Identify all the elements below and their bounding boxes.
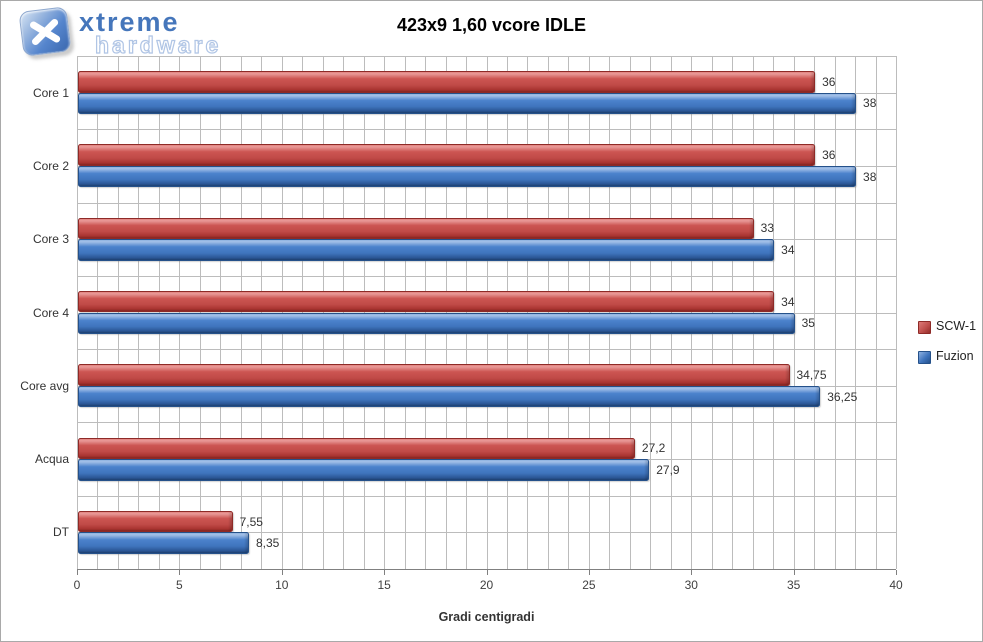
x-axis-tick (281, 570, 283, 575)
bar-value-label: 35 (801, 316, 815, 331)
x-axis-tick-label: 35 (786, 578, 801, 592)
horizontal-gridline (77, 422, 896, 424)
bar-SCW-1-acqua (78, 437, 635, 460)
chart-title: 423x9 1,60 vcore IDLE (396, 15, 587, 35)
bar-SCW-1-core-1 (78, 71, 816, 93)
x-axis-tick (77, 570, 78, 575)
bar-Fuzion-core-4 (78, 312, 795, 335)
bar-Fuzion-core-avg (78, 385, 821, 408)
x-axis-tick-label: 0 (73, 578, 81, 592)
category-label: Core 3 (32, 232, 69, 247)
x-axis-tick (793, 570, 795, 575)
legend-swatch-icon (918, 351, 931, 364)
bar-value-label: 8,35 (255, 536, 280, 551)
category-label: Core 4 (32, 305, 69, 320)
vertical-gridline (896, 56, 897, 569)
bar-value-label: 36 (822, 148, 836, 163)
horizontal-gridline (77, 349, 896, 351)
x-axis-tick-label: 25 (582, 578, 596, 592)
bar-Fuzion-core-1 (78, 92, 857, 115)
bar-value-label: 38 (863, 96, 877, 111)
plot-area (77, 56, 897, 570)
bar-SCW-1-core-2 (78, 144, 816, 166)
category-label: Core avg (20, 378, 69, 393)
bar-SCW-1-core-4 (78, 290, 775, 313)
bar-SCW-1-core-3 (78, 217, 754, 240)
bar-Fuzion-acqua (78, 459, 650, 481)
bar-value-label: 36 (822, 74, 836, 89)
bar-value-label: 34,75 (796, 368, 827, 382)
bar-value-label: 34 (781, 294, 795, 309)
x-axis-tick-label: 10 (275, 578, 289, 592)
logo-brand-top: xtreme (79, 7, 180, 37)
horizontal-gridline (77, 532, 896, 534)
x-axis-tick-label: 15 (377, 578, 391, 592)
bar-value-label: 33 (760, 221, 775, 236)
category-label: DT (53, 525, 69, 540)
horizontal-gridline (77, 275, 896, 277)
bar-value-label: 36,25 (827, 389, 858, 404)
bar-value-label: 38 (863, 169, 877, 184)
x-axis-tick (486, 570, 488, 575)
x-axis-tick (179, 570, 181, 575)
bar-SCW-1-core-avg (78, 364, 790, 386)
x-axis-tick-label: 30 (684, 578, 698, 592)
x-axis-tick-label: 40 (889, 578, 903, 592)
x-axis-tick (896, 570, 897, 575)
legend-swatch-icon (918, 321, 931, 334)
logo-brand-bottom: hardware (94, 32, 222, 58)
horizontal-gridline (77, 495, 896, 497)
bar-Fuzion-core-3 (78, 239, 775, 261)
bar-value-label: 27,2 (641, 441, 666, 456)
category-label: Core 1 (32, 85, 69, 100)
bar-SCW-1-dt (78, 510, 233, 533)
xtreme-hardware-logo: xtreme hardware (17, 6, 247, 59)
bar-value-label: 27,9 (656, 462, 680, 477)
x-axis-tick (384, 570, 386, 575)
horizontal-gridline (77, 129, 896, 131)
legend-label: SCW-1 (936, 319, 977, 333)
x-axis-tick (691, 570, 693, 575)
x-axis-tick-label: 5 (176, 578, 183, 592)
category-label: Acqua (34, 452, 69, 467)
bar-value-label: 7,55 (239, 514, 263, 529)
category-label: Core 2 (32, 158, 69, 173)
horizontal-gridline (77, 202, 896, 204)
legend-label: Fuzion (936, 349, 974, 363)
x-axis-tick-label: 20 (479, 578, 494, 592)
bar-value-label: 34 (781, 242, 795, 257)
x-axis-tick (588, 570, 590, 575)
bar-Fuzion-core-2 (78, 165, 857, 188)
bar-Fuzion-dt (78, 532, 249, 554)
x-axis-title: Gradi centigradi (438, 610, 535, 624)
horizontal-gridline (77, 56, 896, 57)
